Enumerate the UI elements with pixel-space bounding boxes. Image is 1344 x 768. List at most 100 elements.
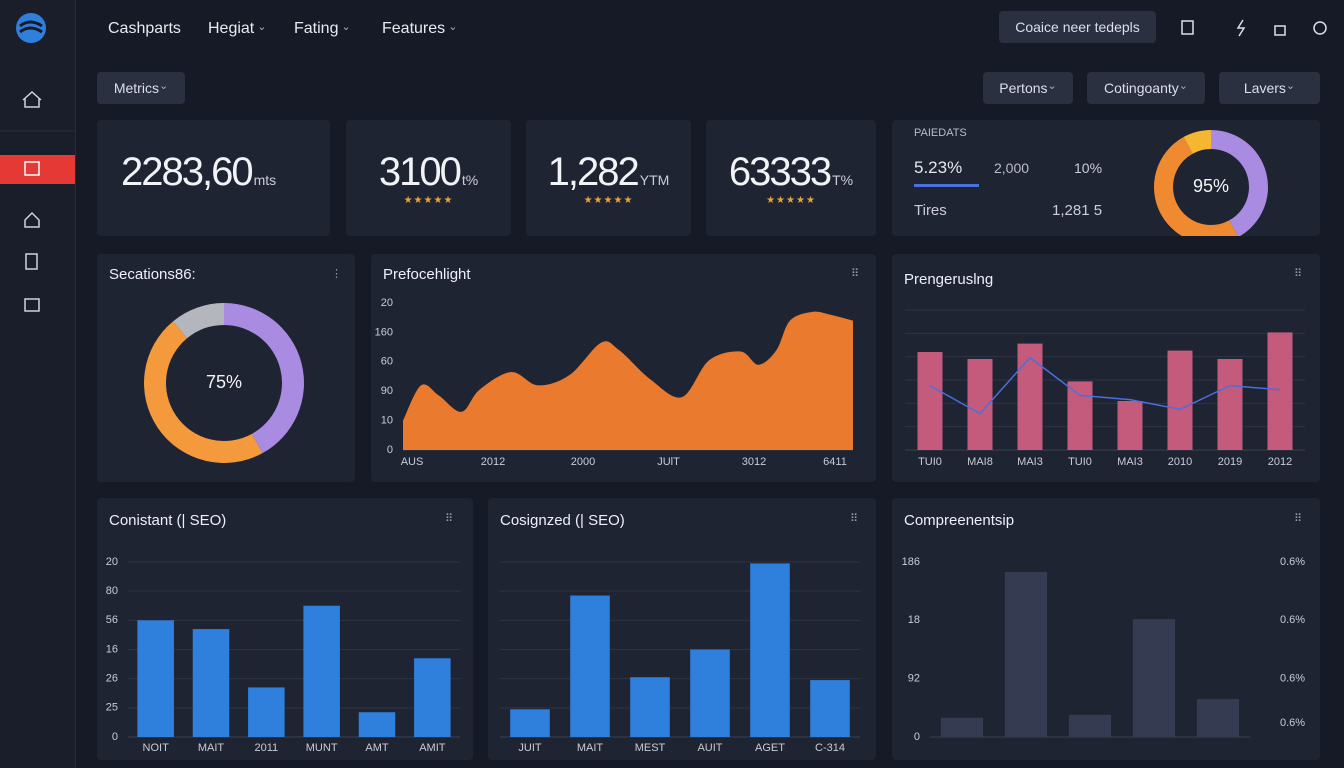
menu[interactable]: ⠿	[850, 513, 859, 525]
kpi-stars: ★★★★★	[403, 195, 454, 206]
menu[interactable]: ⠿	[851, 268, 860, 280]
dropdown[interactable]: Pertons	[983, 72, 1073, 104]
menu[interactable]: ⠿	[445, 513, 454, 525]
bar	[750, 563, 790, 737]
stats-panel: PAIEDATS 5.23% 2,000 10% Tires 1,281 5 9…	[892, 120, 1320, 236]
sidebar-icons	[0, 13, 75, 312]
chart-card: Prengeruslng ⠿ TUI0 MAI8 MAI3 TUI0 MAI3 2010 2…	[892, 254, 1320, 482]
kpi-stars: ★★★★★	[583, 195, 634, 206]
bar	[1132, 619, 1176, 737]
nav-item[interactable]: Features	[382, 20, 457, 38]
x-tick-label: MAI3	[1017, 456, 1043, 468]
icon[interactable]	[1181, 20, 1194, 35]
icon[interactable]	[1274, 25, 1286, 36]
bar	[570, 595, 610, 737]
pie-slice	[173, 303, 224, 339]
pie-slice	[1154, 137, 1238, 236]
chart: 75%	[144, 303, 305, 463]
x-tick-label: NOIT	[143, 742, 170, 754]
menu[interactable]: ⠿	[1294, 268, 1303, 280]
panel-donut: 95%	[1154, 130, 1268, 236]
bar	[1167, 350, 1193, 450]
pie-slice	[1183, 130, 1211, 154]
x-tick-label: JUIT	[518, 742, 542, 754]
chart-card: Compreenentsip ⠿ 0 92 18 186 0.6% 0.6% 0.6% 0.6…	[892, 498, 1320, 760]
x-tick-label: AMT	[365, 742, 389, 754]
kpi-value: 3100 t%	[346, 150, 511, 195]
pie-slice	[144, 321, 263, 463]
x-tick-label: 3012	[742, 456, 766, 468]
x-tick-label: 2019	[1218, 456, 1242, 468]
panel-bar	[914, 184, 979, 187]
dropdown[interactable]: Metrics	[97, 72, 185, 104]
chart: 0 10 90 60 160 20 AUS 2012 2000 JUlT 3012 6411	[375, 297, 853, 468]
x-tick-label: JUlT	[657, 456, 680, 468]
y2-tick-label: 0.6%	[1280, 556, 1305, 568]
panel-value: 5.23%	[914, 158, 963, 177]
kpi-card: 1,282 YTM ★★★★★	[526, 120, 691, 236]
x-tick-label: AUS	[401, 456, 424, 468]
chart-title: Compreenentsip	[904, 512, 1015, 529]
bar	[303, 605, 340, 737]
bar	[248, 687, 285, 737]
chart-title: Cosignzed (| SEO)	[500, 512, 625, 529]
x-tick-label: 2012	[1268, 456, 1292, 468]
nav-item[interactable]: Fating	[294, 20, 351, 38]
y-tick-label: 60	[381, 356, 393, 368]
y-tick-label: 80	[106, 585, 118, 597]
bar	[358, 712, 396, 737]
kpi-value: 2283,60 mts	[121, 150, 276, 195]
y-tick-label: 56	[106, 614, 118, 626]
chart-title: Prefocehlight	[383, 266, 471, 283]
chart-card: Prefocehlight ⠿ 0 10 90 60 160 20 AUS 2012 2000 J…	[371, 254, 876, 482]
chart-card: Secations86: ⋮ 75%	[97, 254, 355, 482]
menu-icon[interactable]	[24, 298, 40, 312]
icon[interactable]	[1236, 19, 1246, 37]
menu[interactable]: ⋮	[331, 268, 342, 280]
menu-icon[interactable]	[25, 253, 38, 270]
chart-card: Cosignzed (| SEO) ⠿ JUIT MAIT MEST AUIT AGET…	[488, 498, 876, 760]
y-tick-label: 18	[908, 614, 920, 626]
kpi-value: 1,282 YTM	[526, 150, 691, 195]
panel-value: 2,000	[994, 160, 1030, 176]
kpi-card: 3100 t% ★★★★★	[346, 120, 511, 236]
chart-card: Conistant (| SEO) ⠿ 0 25 26 16 56 80 20 NOIT MAI…	[97, 498, 473, 760]
y-tick-label: 26	[106, 673, 118, 685]
bar	[1017, 343, 1043, 450]
x-tick-label: 2000	[571, 456, 595, 468]
x-tick-label: 6411	[823, 456, 847, 468]
nav-item[interactable]: Cashparts	[108, 20, 181, 37]
center-label: 95%	[1193, 176, 1229, 196]
kpi-unit: t%	[461, 172, 479, 188]
y-tick-label: 25	[106, 702, 118, 714]
header-button[interactable]: Coaice neer tedepls	[999, 11, 1156, 43]
home-icon[interactable]	[22, 90, 42, 108]
kpi-stars: ★★★★★	[766, 195, 816, 206]
y-tick-label: 160	[375, 326, 393, 338]
bar	[510, 709, 550, 737]
bar	[690, 649, 730, 737]
kpi-unit: T%	[832, 172, 854, 188]
bar	[192, 629, 230, 737]
bar	[917, 352, 943, 450]
dropdown[interactable]: Cotingoanty	[1087, 72, 1205, 104]
y-tick-label: 10	[381, 415, 393, 427]
x-tick-label: MEST	[635, 742, 666, 754]
chart: JUIT MAIT MEST AUIT AGET C-314	[500, 561, 860, 754]
x-tick-label: TUI0	[918, 456, 942, 468]
x-tick-label: 2010	[1168, 456, 1192, 468]
y-tick-label: 186	[902, 556, 920, 568]
kpi-card: 2283,60 mts	[97, 120, 330, 236]
nav-item[interactable]: Hegiat	[208, 20, 267, 38]
bar	[940, 717, 984, 737]
menu-icon[interactable]	[24, 211, 40, 228]
kpi-number: 2283,60	[121, 150, 254, 194]
active-item[interactable]	[0, 155, 75, 184]
chart: 0 25 26 16 56 80 20 NOIT MAIT 2011 MUNT AMT AMIT	[106, 556, 460, 754]
icon[interactable]	[1313, 21, 1327, 35]
panel-value: 10%	[1074, 160, 1103, 176]
dropdown[interactable]: Lavers	[1219, 72, 1320, 104]
kpi-value: 63333 T%	[706, 150, 876, 195]
menu[interactable]: ⠿	[1294, 513, 1303, 525]
bar	[1267, 332, 1293, 450]
